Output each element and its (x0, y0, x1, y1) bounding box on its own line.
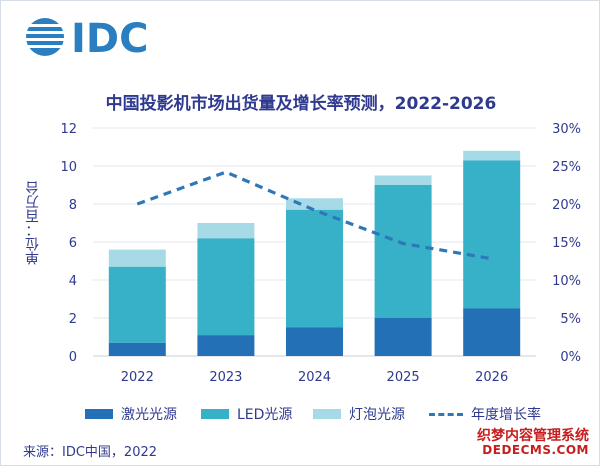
x-tick-label: 2026 (475, 370, 508, 385)
y2-tick-label: 15% (552, 236, 581, 251)
bar-segment (108, 342, 166, 356)
legend-swatch-growth (429, 412, 463, 416)
bar-segment (374, 175, 432, 185)
idc-logo-text: IDC (71, 16, 148, 59)
legend-item-lamp: 灯泡光源 (313, 403, 405, 425)
source-note: 来源：IDC中国，2022 (23, 445, 158, 460)
legend-label-laser: 激光光源 (121, 407, 177, 423)
x-tick-label: 2022 (121, 370, 154, 385)
bar-segment (286, 198, 343, 210)
bar-segment (286, 209, 343, 328)
watermark-line2: DEDECMS.COM (482, 442, 589, 457)
legend: 激光光源 LED光源 灯泡光源 年度增长率 (85, 403, 565, 425)
bar-segment (197, 335, 255, 356)
globe-icon (25, 18, 65, 56)
y-tick-label: 12 (60, 122, 77, 137)
legend-item-growth: 年度增长率 (429, 403, 541, 425)
legend-label-growth: 年度增长率 (471, 407, 541, 423)
legend-swatch-laser (85, 409, 113, 419)
y2-tick-label: 0% (560, 350, 581, 365)
legend-label-led: LED光源 (237, 407, 293, 423)
y-tick-label: 6 (69, 236, 77, 251)
y2-tick-label: 5% (560, 312, 581, 327)
chart-title: 中国投影机市场出货量及增长率预测，2022-2026 (105, 94, 497, 114)
bar-segment (463, 150, 521, 161)
y-tick-label: 2 (69, 312, 77, 327)
bar-segment (374, 185, 432, 318)
watermark-line1: 织梦内容管理系统 (477, 428, 589, 444)
watermark: 织梦内容管理系统 DEDECMS.COM (477, 429, 589, 456)
y-tick-label: 4 (69, 274, 77, 289)
legend-item-laser: 激光光源 (85, 403, 177, 425)
x-tick-label: 2023 (209, 370, 242, 385)
x-tick-label: 2024 (298, 370, 331, 385)
y-tick-label: 8 (69, 198, 77, 213)
bar-segment (197, 223, 255, 239)
legend-item-led: LED光源 (201, 403, 292, 425)
legend-swatch-lamp (313, 409, 341, 419)
idc-logo: IDC (25, 16, 148, 59)
bar-segment (108, 249, 166, 267)
legend-label-lamp: 灯泡光源 (349, 407, 405, 423)
bar-segment (374, 318, 432, 356)
growth-rate-line (136, 170, 492, 261)
y2-tick-label: 30% (552, 122, 581, 137)
y-tick-label: 0 (69, 350, 77, 365)
bar-segment (108, 266, 166, 343)
y-tick-label: 10 (60, 160, 77, 175)
bar-segment (463, 160, 521, 309)
y2-tick-label: 25% (552, 160, 581, 175)
chart-plot: 0 2 4 6 8 10 12 0% 5% 10% 15% 20% 25% 30% 2022 2023 20… (60, 122, 581, 385)
bar-segment (463, 308, 521, 356)
legend-swatch-led (201, 409, 229, 419)
bar-segment (197, 238, 255, 336)
bar-segment (286, 327, 343, 356)
y2-tick-label: 20% (552, 198, 581, 213)
x-tick-label: 2025 (387, 370, 420, 385)
y2-tick-label: 10% (552, 274, 581, 289)
